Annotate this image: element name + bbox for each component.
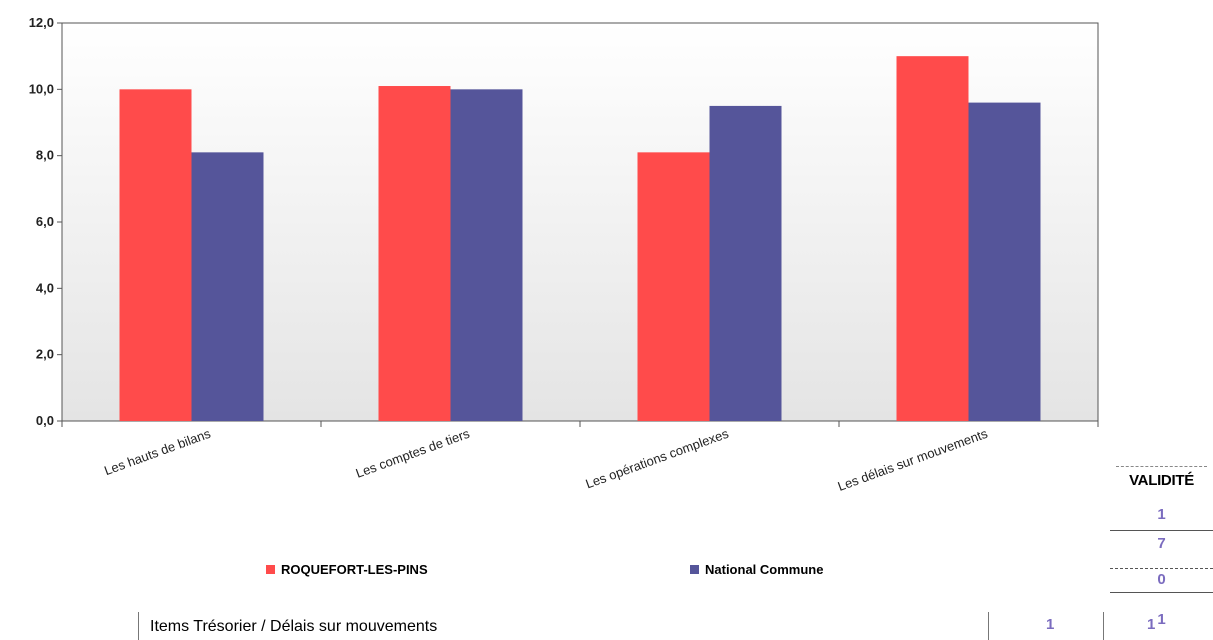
bar bbox=[191, 152, 264, 421]
y-tick-label: 12,0 bbox=[29, 15, 54, 30]
legend-item-roquefort: ROQUEFORT-LES-PINS bbox=[266, 562, 428, 577]
validite-value: 0 bbox=[1110, 568, 1213, 588]
y-tick-label: 6,0 bbox=[36, 214, 54, 229]
validite-value: 7 bbox=[1110, 530, 1213, 552]
x-category-label: Les hauts de bilans bbox=[102, 426, 213, 479]
bottom-row-label: Items Trésorier / Délais sur mouvements bbox=[150, 618, 438, 635]
y-axis: 0,0 2,0 4,0 6,0 8,0 10,0 12,0 bbox=[29, 15, 62, 428]
y-tick-label: 0,0 bbox=[36, 413, 54, 428]
legend-swatch bbox=[266, 565, 275, 574]
bottom-row-value: 1 bbox=[1147, 616, 1156, 633]
row-divider bbox=[1103, 612, 1104, 640]
y-tick-label: 8,0 bbox=[36, 148, 54, 163]
validite-value: 1 bbox=[1157, 506, 1166, 523]
legend-label: ROQUEFORT-LES-PINS bbox=[281, 562, 428, 577]
legend-swatch bbox=[690, 565, 699, 574]
legend-item-national-commune: National Commune bbox=[690, 562, 823, 577]
bar bbox=[896, 56, 969, 422]
bar-chart: 0,0 2,0 4,0 6,0 8,0 10,0 12,0 Les hauts de bil… bbox=[29, 15, 1099, 494]
bottom-row-value: 1 bbox=[1046, 616, 1055, 633]
y-tick-label: 4,0 bbox=[36, 280, 54, 295]
bar bbox=[119, 89, 192, 421]
x-category-label: Les comptes de tiers bbox=[354, 426, 472, 481]
x-category-label: Les délais sur mouvements bbox=[836, 426, 990, 494]
bar bbox=[378, 86, 451, 422]
x-category-label: Les opérations complexes bbox=[583, 426, 731, 492]
y-tick-label: 10,0 bbox=[29, 81, 54, 96]
bottom-row: Items Trésorier / Délais sur mouvements … bbox=[138, 612, 1213, 640]
bar bbox=[637, 152, 710, 421]
bar bbox=[450, 89, 523, 421]
y-tick-label: 2,0 bbox=[36, 347, 54, 362]
bar bbox=[709, 105, 782, 422]
validite-header: VALIDITÉ bbox=[1110, 466, 1213, 489]
row-divider bbox=[988, 612, 989, 640]
x-axis: Les hauts de bilans Les comptes de tiers L… bbox=[61, 421, 1099, 494]
bar bbox=[968, 102, 1041, 421]
validite-value: 1 bbox=[1110, 592, 1213, 628]
row-divider bbox=[138, 612, 139, 640]
legend-label: National Commune bbox=[705, 562, 824, 577]
bars bbox=[119, 56, 1041, 422]
